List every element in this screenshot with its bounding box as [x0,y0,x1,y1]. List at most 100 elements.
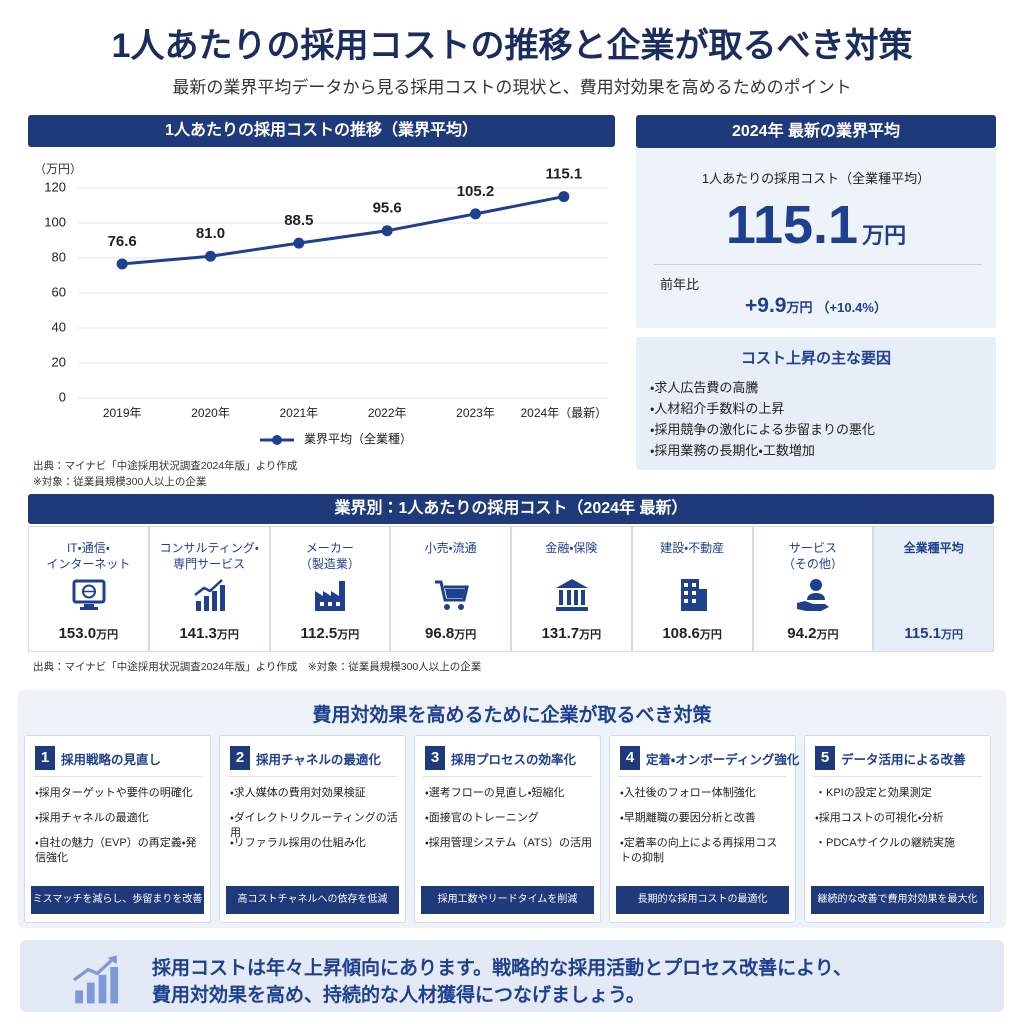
industry-name: 全業種平均 [903,541,964,555]
industry-card: メーカー （製造業） 112.5万円 [269,526,391,652]
measure-number: 1 [35,746,55,770]
title: 1人あたりの採用コストの推移と企業が取るべき対策 [111,27,913,65]
factor-item: ・求人広告費の高騰 [650,380,759,395]
icon [556,579,589,611]
measure-point: ・採用ターゲットや要件の明確化 [35,787,193,799]
industry-name: サービス [788,541,837,555]
rule [228,776,397,777]
measure-title: 採用プロセスの効率化 [451,753,577,767]
measure-point: ・面接官のトレーニング [425,812,539,824]
latest-value-row: 115.1 万円 [636,194,996,256]
measure-footer: 採用工数やリードタイムを削減 [421,886,594,914]
industry-card: IT・通信・インターネット 153.0万円 [28,526,149,652]
measure-title: 採用チャネルの最適化 [256,753,381,767]
industry-cost-row: 108.6万円 [633,625,752,643]
rule [813,776,982,777]
measure-point: ・PDCAサイクルの継続実施 [815,837,956,849]
yoy-label: 前年比 [660,277,700,292]
factor-item: ・人材紹介手数料の上昇 [650,401,785,416]
line-chart: （万円） 0 20 40 60 80 100 120 2019年 2020年 2021年 2022年 2… [34,162,608,446]
data-point [293,237,305,249]
industry-cost-row: 131.7万円 [512,625,631,643]
conclusion-line: 採用コストは年々上昇傾向にあります。戦略的な採用活動とプロセス改善により、 [152,958,852,979]
x-tick-label: 2024年（最新） [520,406,607,420]
measure-footer: 高コストチャネルへの依存を低減 [226,886,399,914]
industry-cost-row: 153.0万円 [29,625,148,643]
measure-point: ・KPIの設定と効果測定 [815,787,932,799]
industry-card: コンサルティング・ 専門サービス 141.3万円 [148,526,270,652]
industry-unit: 万円 [337,629,360,641]
rule [423,776,592,777]
industry-cost: 94.2 [787,625,817,642]
industry-name: インターネット [46,557,131,571]
measure-number: 2 [230,746,250,770]
industry-unit: 万円 [940,629,963,641]
industry-cost: 108.6 [662,625,700,642]
y-tick-label: 80 [52,249,66,264]
latest-label: 1人あたりの採用コスト（全業種平均） [701,171,931,186]
industry-cost: 96.8 [425,625,455,642]
industry-cost-row: 94.2万円 [754,625,873,643]
industry-card: 小売・流通 96.8万円 [390,526,511,652]
data-label: 81.0 [196,225,225,242]
icon [681,579,708,611]
y-axis-label: （万円） [34,162,82,176]
industry-name: 専門サービス [173,557,246,571]
x-tick-label: 2020年 [191,406,230,420]
data-point [470,208,481,220]
industry-unit: 万円 [699,629,722,641]
measure-card: 2 採用チャネルの最適化 ・求人媒体の費用対効果検証 ・ダイレクトリクルーティングの活… [219,735,406,923]
industry-name: 小売・流通 [424,541,477,555]
industry-cost: 112.5 [300,625,338,642]
x-tick-label: 2023年 [456,406,495,420]
measure-point: ・リファラル採用の仕組み化 [230,837,366,849]
x-tick-label: 2021年 [279,406,318,420]
factor-item: ・採用競争の激化による歩留まりの悪化 [650,422,876,437]
measures-heading: 費用対効果を高めるために企業が取るべき対策 [312,705,712,726]
panel-heading: 2024年 最新の業界平均 [636,115,996,148]
y-tick-label: 100 [44,214,66,229]
rule [33,776,202,777]
latest-value: 115.1 [725,195,859,255]
yoy-row: +9.9万円 （+10.4%） [636,294,996,318]
data-label: 88.5 [284,212,313,229]
industry-heading: 業界別：1人あたりの採用コスト（2024年 最新） [28,494,994,524]
industry-card: サービス （その他） 94.2万円 [752,526,874,652]
industry-cost-row: 96.8万円 [391,625,510,643]
latest-unit: 万円 [862,223,907,248]
industry-cost: 141.3 [179,625,217,642]
industry-cost: 153.0 [58,625,97,642]
industry-cost-row: 115.1万円 [874,625,993,643]
industry-card: 全業種平均 115.1万円 [873,526,994,652]
measure-point: ・採用管理システム（ATS）の活用 [425,837,592,849]
measure-point: ・定着率の向上による再採用コストの抑制 [620,837,778,864]
x-tick-label: 2022年 [368,406,407,420]
legend-marker [272,435,282,445]
industry-cost: 131.7 [541,625,580,642]
measure-number: 4 [620,746,640,770]
panel-heading: 1人あたりの採用コストの推移（業界平均） [28,115,615,147]
legend-label: 業界平均（全業種） [304,432,412,446]
factors-heading: コスト上昇の主な要因 [740,350,891,367]
icon [434,580,469,610]
industry-name: メーカー [305,541,354,555]
y-tick-label: 60 [52,284,66,299]
measure-point: ・入社後のフォロー体制強化 [620,787,756,799]
series-line [122,195,565,266]
data-point [116,258,128,270]
industry-name: 建設・不動産 [660,541,725,555]
data-label: 76.6 [108,233,137,250]
industry-name: IT・通信・ [66,541,110,555]
measure-title: 採用戦略の見直し [61,753,162,767]
data-label: 105.2 [457,183,495,200]
measure-number: 5 [815,746,835,770]
industry-cost-row: 141.3万円 [150,625,269,643]
measure-card: 4 定着・オンボーディング強化 ・入社後のフォロー体制強化 ・早期離職の要因分析と改善… [609,735,799,923]
conclusion-banner: 採用コストは年々上昇傾向にあります。戦略的な採用活動とプロセス改善により、 費用対… [20,940,1004,1012]
icon [72,955,119,1004]
data-label: 115.1 [545,166,582,183]
icon [72,579,106,610]
